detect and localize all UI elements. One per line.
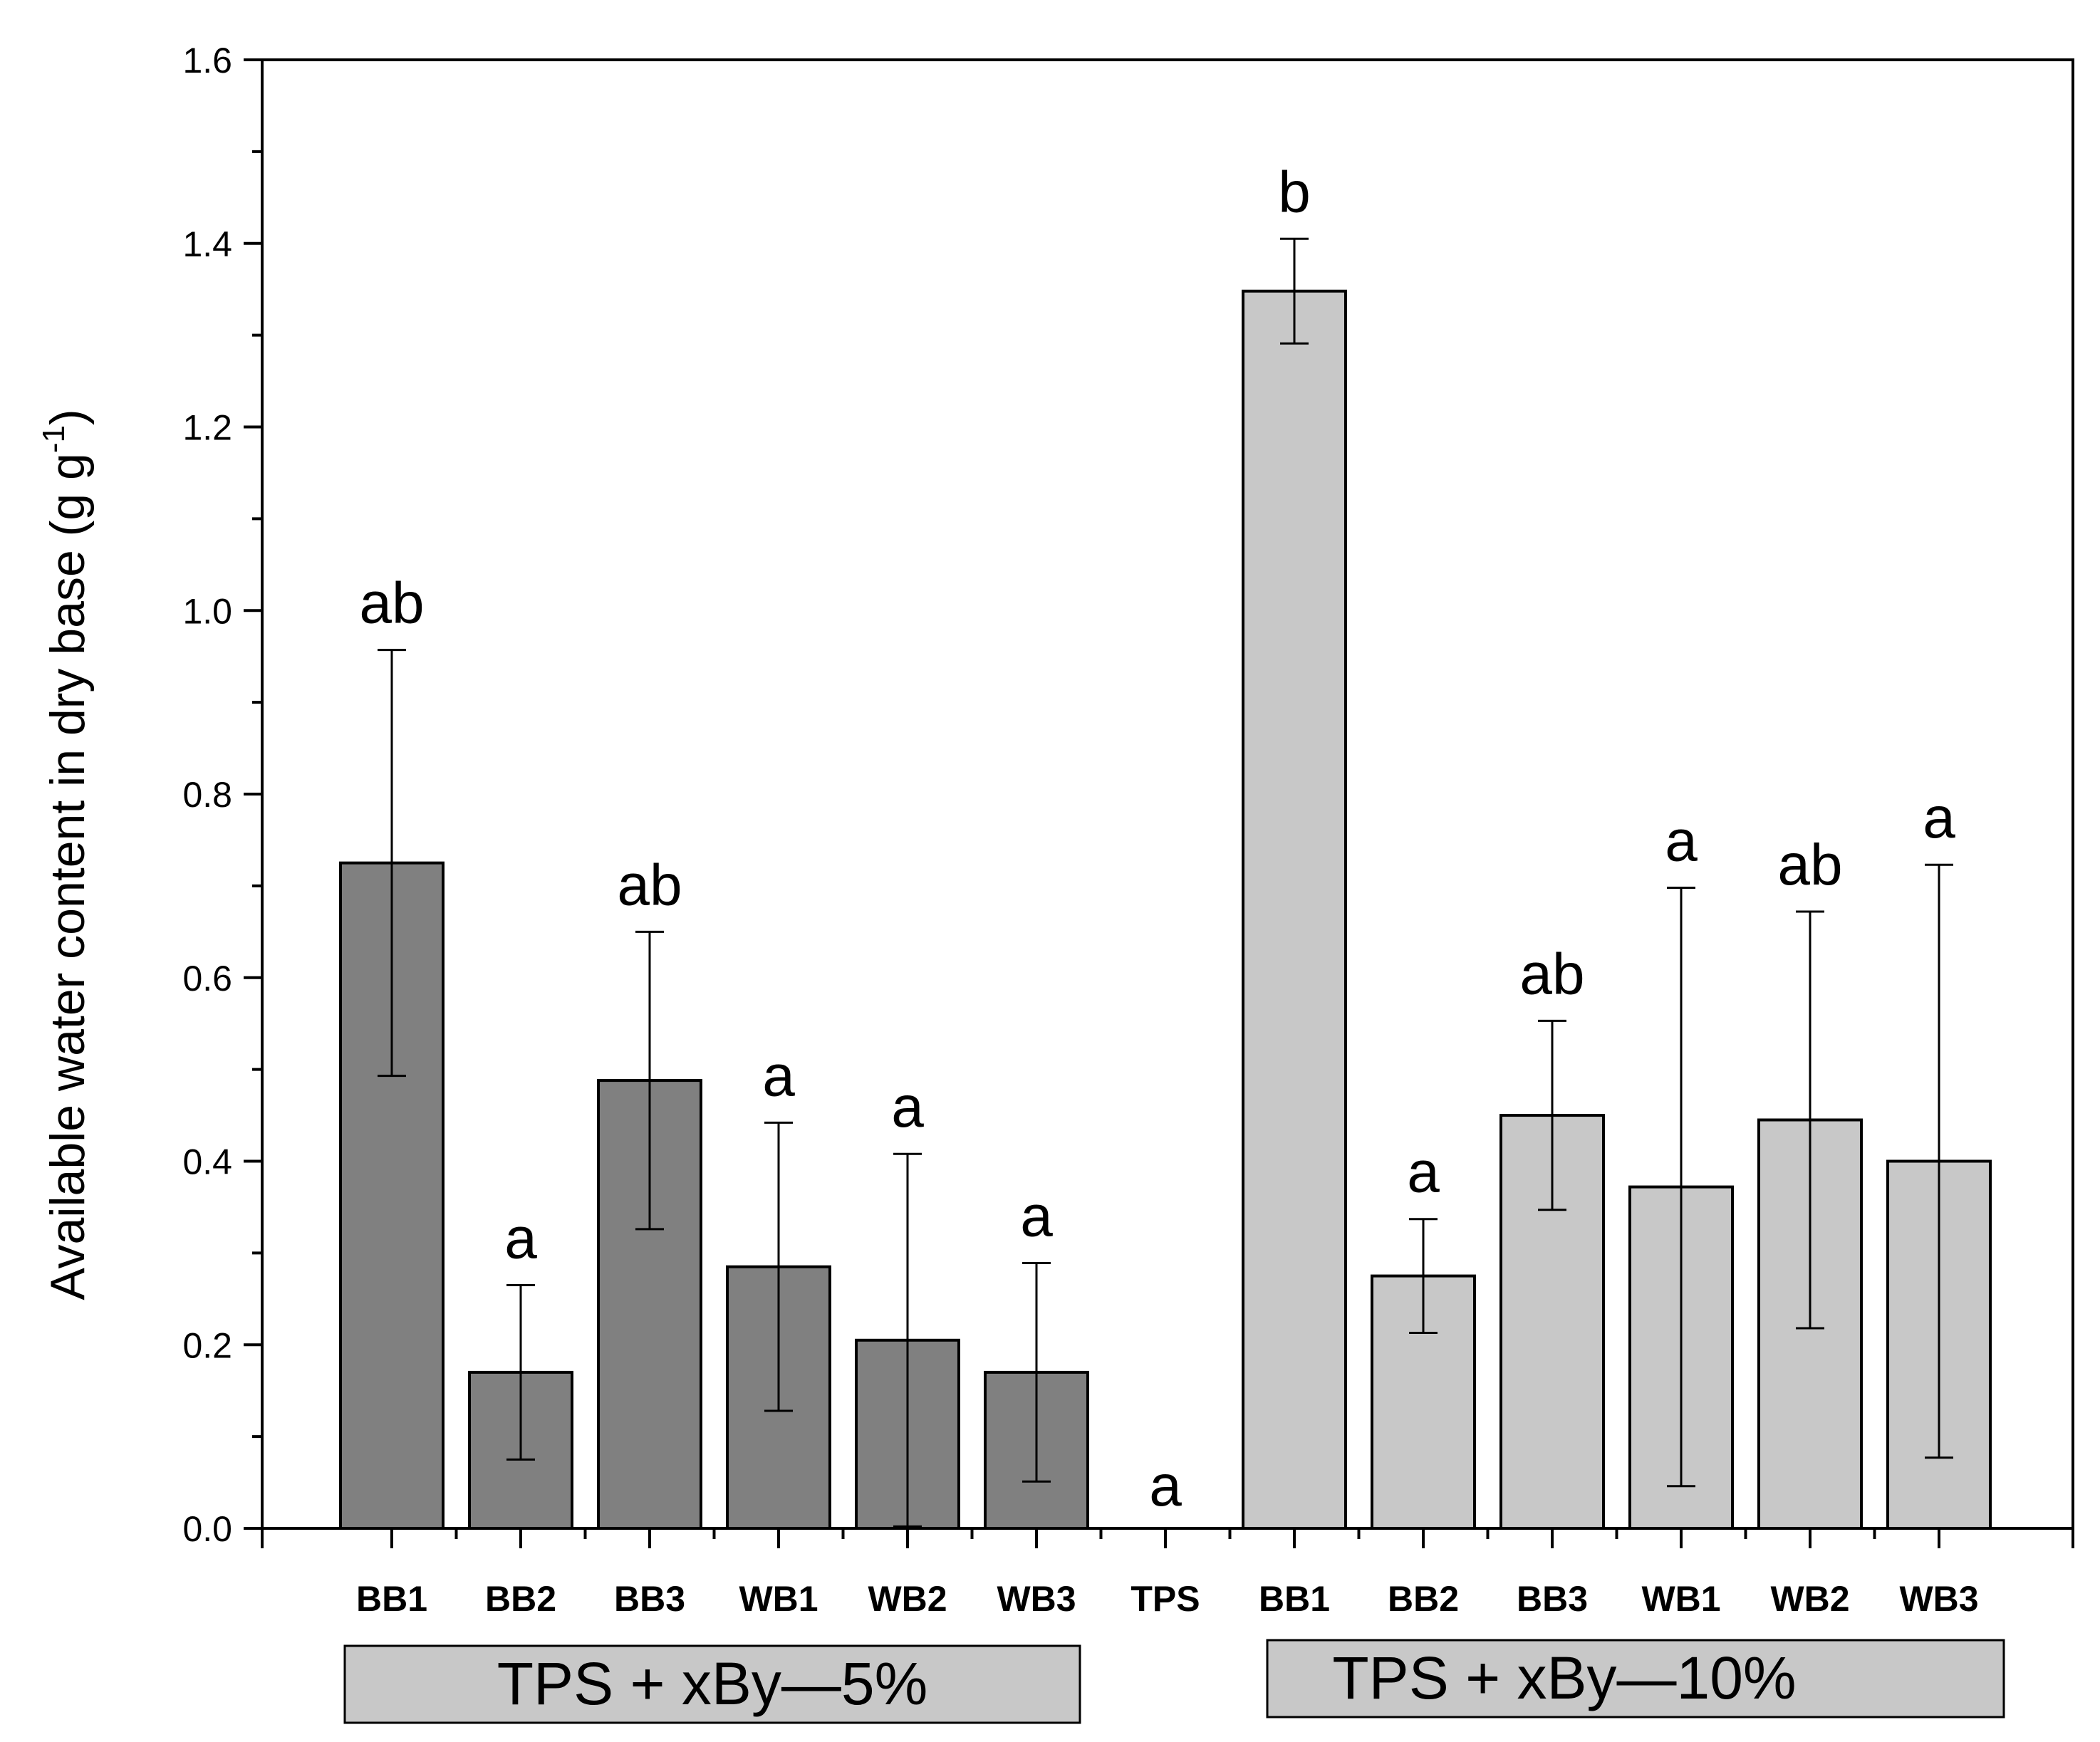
- x-category-label: WB1: [1641, 1579, 1720, 1619]
- group-box-5pct: [343, 1644, 1081, 1724]
- x-category-label: BB1: [356, 1579, 427, 1619]
- y-tick-label: 0.4: [182, 1142, 232, 1182]
- significance-label: a: [1020, 1184, 1053, 1249]
- significance-label: ab: [617, 852, 682, 917]
- y-axis-title-close: ): [41, 409, 95, 425]
- x-category-label: WB3: [997, 1579, 1076, 1619]
- y-tick-label: 1.0: [182, 591, 232, 631]
- significance-label: a: [504, 1206, 537, 1271]
- y-tick-label: 1.4: [182, 224, 232, 264]
- significance-label: a: [891, 1075, 924, 1139]
- x-category-label: TPS: [1130, 1579, 1200, 1619]
- significance-label: ab: [1777, 833, 1842, 897]
- y-tick-label: 0.2: [182, 1325, 232, 1365]
- bar-bb1: [1242, 289, 1347, 1530]
- group-label-5pct-text: TPS + xBy—5%: [497, 1650, 928, 1717]
- y-axis-title-main: Available water content in dry base (g g: [41, 453, 95, 1300]
- significance-label: ab: [1519, 942, 1584, 1006]
- plot-area: 0.00.20.40.60.81.01.21.41.6abBB1aBB2abBB…: [182, 41, 2074, 1619]
- x-category-label: WB2: [868, 1579, 947, 1619]
- x-category-label: BB2: [485, 1579, 556, 1619]
- y-axis-title: Available water content in dry base (g g…: [36, 409, 95, 1300]
- group-label-5pct: TPS + xBy—5%: [343, 1644, 1081, 1724]
- x-category-label: BB2: [1388, 1579, 1459, 1619]
- y-tick-label: 0.0: [182, 1509, 232, 1549]
- group-label-10pct-text: TPS + xBy—10%: [1332, 1644, 1796, 1711]
- y-tick-label: 1.6: [182, 41, 232, 80]
- y-axis-title-superscript: -1: [36, 425, 71, 453]
- group-label-10pct: TPS + xBy—10%: [1266, 1639, 2005, 1718]
- x-category-label: WB1: [739, 1579, 818, 1619]
- y-tick-label: 1.2: [182, 408, 232, 448]
- y-tick-label: 0.8: [182, 775, 232, 815]
- x-category-label: WB3: [1899, 1579, 1978, 1619]
- y-tick-label: 0.6: [182, 959, 232, 998]
- significance-label: a: [762, 1043, 795, 1108]
- group-box-10pct: [1266, 1639, 2005, 1718]
- significance-label: ab: [359, 571, 424, 636]
- x-category-label: BB3: [1517, 1579, 1588, 1619]
- x-category-label: BB3: [614, 1579, 685, 1619]
- significance-label: a: [1923, 786, 1955, 850]
- x-category-label: WB2: [1770, 1579, 1849, 1619]
- significance-label: a: [1407, 1140, 1440, 1205]
- significance-label: a: [1149, 1454, 1182, 1518]
- significance-label: b: [1278, 160, 1311, 224]
- x-category-label: BB1: [1259, 1579, 1330, 1619]
- significance-label: a: [1665, 808, 1698, 873]
